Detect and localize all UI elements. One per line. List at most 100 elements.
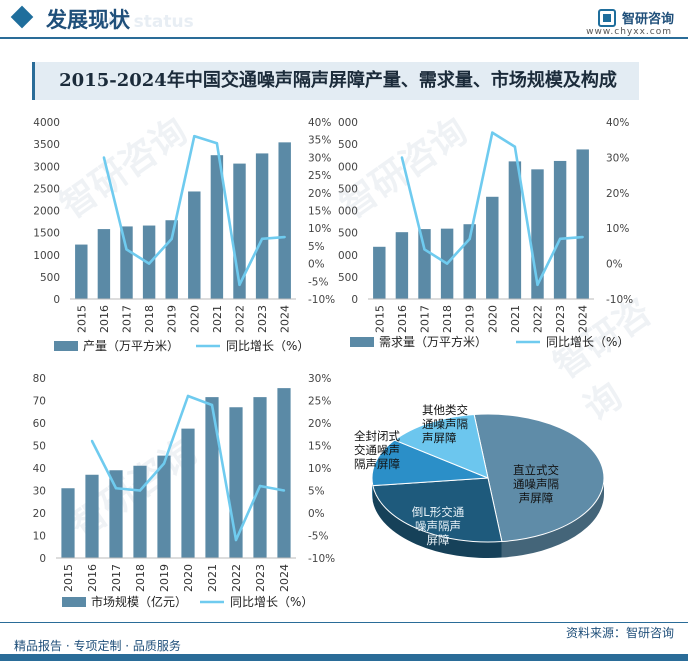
pie-slice-label: 其他类交通噪声隔声屏障 [422, 403, 468, 445]
growth-point [90, 439, 94, 443]
x-tick-label: 2023 [256, 305, 269, 333]
pie-slice [473, 413, 605, 543]
x-tick-label: 2022 [532, 305, 545, 333]
x-tick-label: 2023 [554, 305, 567, 333]
legend-bar-label: 市场规模（亿元） [91, 594, 187, 609]
y2-tick-label: 20% [308, 418, 331, 430]
header-ghost-text: ent status [96, 12, 194, 32]
bar [486, 196, 499, 299]
x-tick-label: 2015 [75, 305, 88, 333]
legend-bar-swatch [62, 597, 86, 607]
y2-tick-label: -10% [606, 294, 633, 306]
bar [278, 142, 291, 299]
pie-slice-label: 倒L形交通噪声隔声屏障 [412, 505, 465, 547]
y2-tick-label: 15% [308, 441, 331, 453]
growth-point [282, 489, 286, 492]
growth-point [258, 484, 262, 488]
brand-logo-icon [597, 8, 616, 27]
growth-point [147, 262, 151, 265]
x-tick-label: 2024 [279, 305, 292, 333]
growth-point [193, 134, 196, 138]
brand-url: www.chyxx.com [586, 27, 672, 37]
x-tick-label: 2019 [158, 564, 171, 592]
y-tick-label: 3000 [338, 161, 358, 173]
y-tick-label: 500 [40, 272, 60, 284]
header-divider [0, 37, 688, 39]
bar [188, 191, 201, 299]
bar [133, 465, 147, 558]
y2-tick-label: 0% [606, 259, 623, 271]
x-tick-label: 2018 [134, 564, 147, 592]
x-tick-label: 2016 [86, 564, 99, 592]
y2-tick-label: 10% [606, 223, 629, 235]
y-tick-label: 2000 [33, 206, 60, 218]
pie-slice [372, 477, 503, 543]
growth-point [423, 248, 426, 251]
growth-point [138, 489, 142, 492]
pie-slice [393, 413, 489, 479]
y2-tick-label: -10% [308, 553, 335, 565]
y-tick-label: 50 [33, 441, 46, 453]
bar [395, 232, 409, 299]
growth-point [162, 462, 166, 465]
y-tick-label: 0 [351, 294, 358, 306]
growth-point [234, 538, 238, 542]
bar [373, 246, 386, 299]
growth-point [170, 237, 173, 241]
growth-point [445, 262, 449, 265]
x-tick-label: 2020 [188, 305, 201, 333]
y-tick-label: 40 [33, 463, 46, 475]
growth-point [238, 283, 241, 287]
footer-tagline: 精品报告 · 专项定制 · 品质服务 [14, 639, 181, 653]
y2-tick-label: 5% [308, 241, 325, 253]
bar [109, 470, 123, 558]
bar [277, 388, 291, 558]
x-tick-label: 2016 [98, 305, 111, 333]
x-tick-label: 2017 [121, 305, 134, 333]
growth-point [102, 156, 106, 159]
bar [157, 455, 171, 558]
y-tick-label: 1000 [338, 250, 358, 262]
x-tick-label: 2019 [166, 305, 179, 333]
page-title: 发展现状 [46, 7, 130, 32]
bar [576, 149, 589, 299]
y2-tick-label: 30% [308, 152, 331, 164]
y2-tick-label: 25% [308, 396, 331, 408]
legend-bar-label: 产量（万平方米） [83, 338, 179, 353]
bar [97, 229, 111, 299]
bar [255, 153, 269, 299]
y-tick-label: 1000 [33, 250, 60, 262]
growth-point [186, 394, 190, 398]
y-tick-label: 0 [39, 553, 46, 565]
pie-slice-label: 直立式交通噪声隔声屏障 [513, 463, 559, 505]
y-tick-label: 20 [33, 508, 46, 520]
y-tick-label: 4000 [338, 117, 358, 129]
legend-bar-label: 需求量（万平方米） [379, 334, 487, 349]
y-tick-label: 3500 [33, 139, 60, 151]
growth-point [210, 403, 214, 407]
source-note: 资料来源：智研咨询 [565, 626, 674, 640]
x-tick-label: 2017 [110, 564, 123, 592]
x-tick-label: 2023 [254, 564, 267, 592]
x-tick-label: 2015 [373, 305, 386, 333]
x-tick-label: 2022 [234, 305, 247, 333]
legend-line-label: 同比增长（%） [226, 339, 309, 353]
y-tick-label: 30 [33, 486, 46, 498]
legend-line-label: 同比增长（%） [230, 595, 313, 609]
chart-demand: 0 500 1000 1500 2000 2500 3000 3500 4000 -10% 0% 10… [338, 117, 633, 349]
y2-tick-label: 10% [308, 223, 331, 235]
bar [418, 229, 431, 299]
x-tick-label: 2022 [230, 564, 243, 592]
y-tick-label: 4000 [33, 117, 60, 129]
pie-slice [371, 439, 489, 487]
y2-tick-label: 0% [308, 508, 325, 520]
y2-tick-label: 30% [308, 373, 331, 385]
pie-slice-label: 全封闭式交通噪声隔声屏障 [354, 429, 400, 471]
bar [85, 474, 99, 558]
y-tick-label: 2500 [33, 183, 60, 195]
y-tick-label: 80 [33, 373, 46, 385]
y-tick-label: 2000 [338, 206, 358, 218]
y-tick-label: 3500 [338, 139, 358, 151]
bar [120, 226, 133, 299]
bar [253, 397, 267, 558]
